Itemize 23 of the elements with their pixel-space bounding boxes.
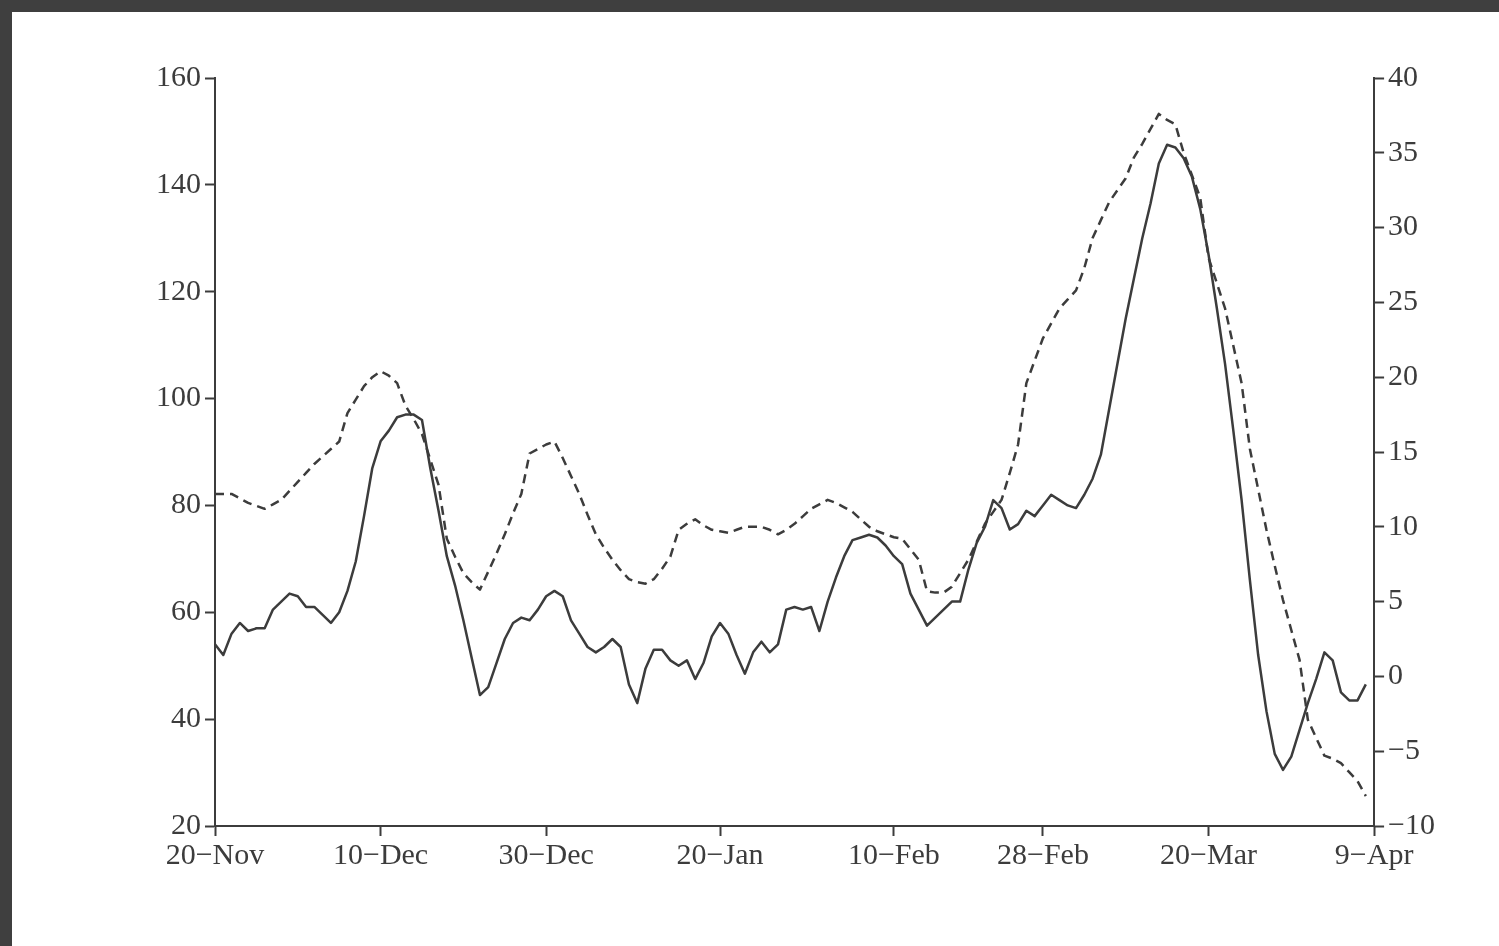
y-tick-label: 100 [156, 379, 201, 413]
y2-tick-label: 25 [1388, 283, 1419, 317]
y2-tick-label: 30 [1388, 208, 1419, 242]
x-tick-label: 10−Dec [332, 836, 429, 870]
y2-tick-label: 35 [1388, 133, 1419, 167]
y-tick-label: 120 [156, 272, 201, 306]
x-tick-label: 30−Dec [498, 836, 594, 870]
y2-tick-label: 40 [1388, 58, 1419, 92]
y2-tick-label: 0 [1388, 657, 1404, 691]
x-tick-label: 28−Feb [996, 836, 1089, 870]
x-tick-label: 20−Mar [1160, 836, 1257, 870]
y2-tick-label: 15 [1388, 432, 1419, 466]
x-tick-label: 20−Jan [676, 836, 764, 870]
y2-tick-label: 20 [1388, 358, 1419, 392]
x-tick-label: 10−Feb [847, 836, 940, 870]
y-tick-label: 40 [171, 700, 201, 734]
y-tick-label: 140 [156, 165, 201, 199]
y-tick-label: 160 [156, 58, 201, 92]
y-tick-label: 80 [171, 486, 201, 520]
y2-tick-label: 10 [1388, 507, 1419, 541]
y2-tick-label: −5 [1388, 732, 1420, 766]
y-tick-label: 60 [171, 593, 201, 627]
y2-tick-label: 5 [1388, 582, 1404, 616]
